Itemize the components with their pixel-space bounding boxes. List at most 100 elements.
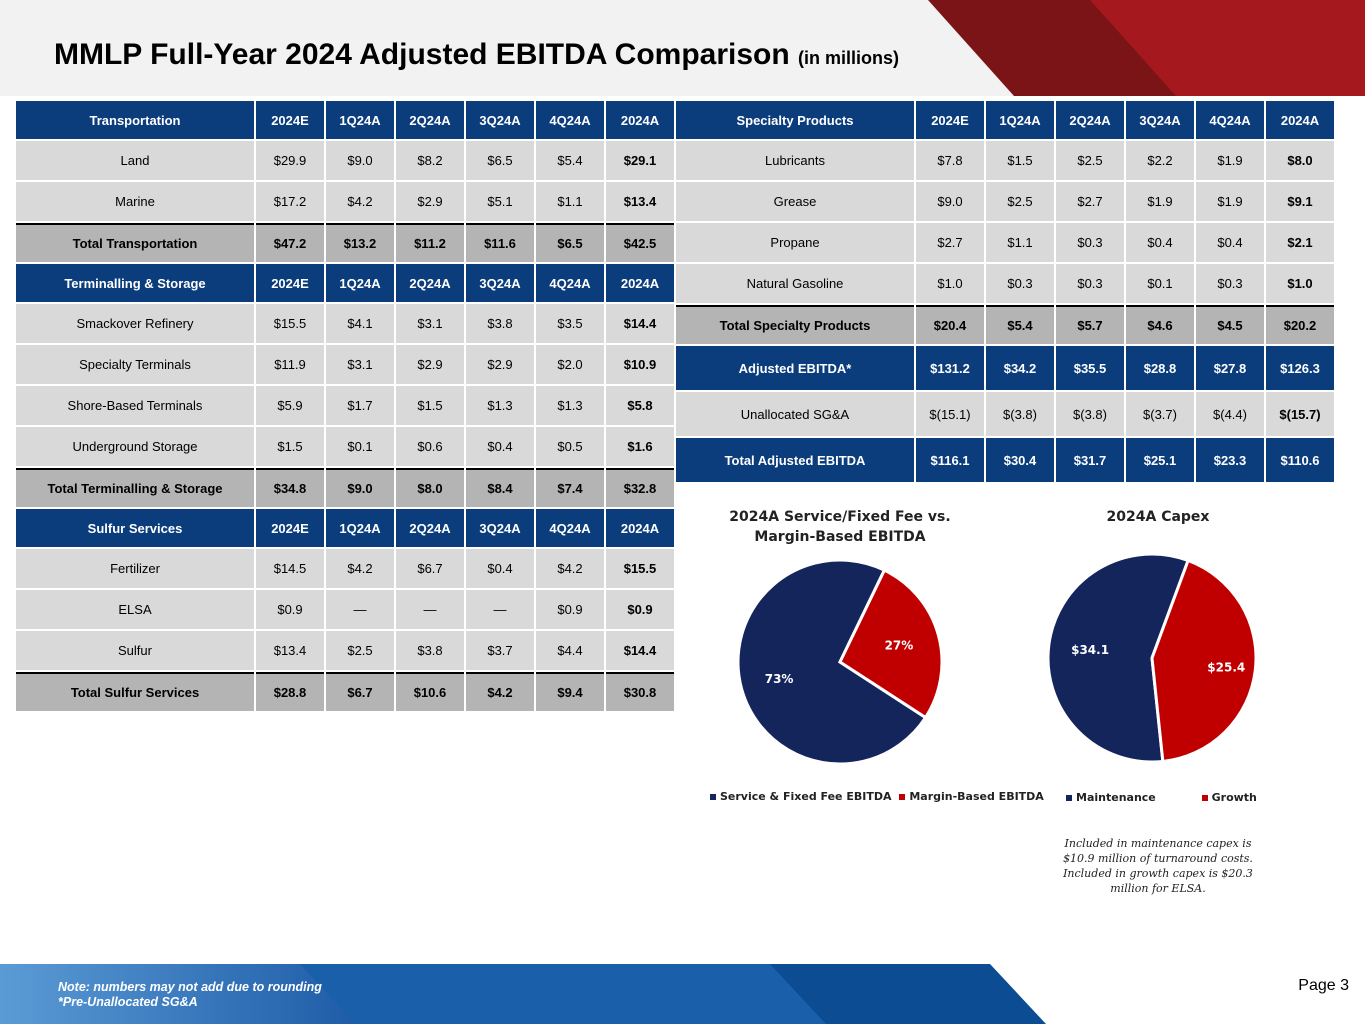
- cell-value: $0.9: [606, 590, 674, 629]
- cell-value: $8.2: [396, 141, 464, 180]
- cell-value: $1.5: [396, 386, 464, 425]
- pie-data-label: 27%: [885, 639, 914, 653]
- column-header: 2024A: [606, 264, 674, 302]
- cell-value: $13.4: [256, 631, 324, 670]
- cell-value: $3.1: [396, 304, 464, 343]
- cell-value: $126.3: [1266, 346, 1334, 390]
- unallocated-sga-row: Unallocated SG&A $(15.1) $(3.8) $(3.8) $(3.7…: [676, 392, 1334, 436]
- legend-swatch-icon: [710, 794, 716, 800]
- ebitda-mix-legend: Service & Fixed Fee EBITDA Margin-Based …: [710, 790, 1044, 803]
- section-header: Sulfur Services: [16, 509, 254, 547]
- cell-value: $14.4: [606, 304, 674, 343]
- cell-value: $6.7: [396, 549, 464, 588]
- cell-value: $3.5: [536, 304, 604, 343]
- page-title: MMLP Full-Year 2024 Adjusted EBITDA Comp…: [54, 38, 899, 72]
- total-adjusted-ebitda-row: Total Adjusted EBITDA $116.1 $30.4 $31.7 $25…: [676, 438, 1334, 482]
- cell-value: $4.2: [536, 549, 604, 588]
- cell-value: $(3.8): [986, 392, 1054, 436]
- footer-notes: Note: numbers may not add due to roundin…: [58, 980, 322, 1010]
- cell-value: $47.2: [256, 223, 324, 262]
- header-row: Terminalling & Storage 2024E 1Q24A 2Q24A 3Q2…: [16, 264, 674, 302]
- cell-value: $0.4: [466, 427, 534, 466]
- footer-sga-note: *Pre-Unallocated SG&A: [58, 995, 198, 1009]
- cell-value: $7.8: [916, 141, 984, 180]
- page-title-units: (in millions): [798, 48, 900, 68]
- cell-value: $28.8: [1126, 346, 1194, 390]
- column-header: 1Q24A: [326, 509, 394, 547]
- cell-value: $20.4: [916, 305, 984, 344]
- cell-value: $(3.7): [1126, 392, 1194, 436]
- pie-data-label: $25.4: [1207, 660, 1245, 674]
- column-header: 4Q24A: [536, 264, 604, 302]
- cell-value: $3.8: [466, 304, 534, 343]
- cell-value: $(15.1): [916, 392, 984, 436]
- cell-value: $0.9: [256, 590, 324, 629]
- cell-value: $116.1: [916, 438, 984, 482]
- cell-value: $29.9: [256, 141, 324, 180]
- cell-value: $(15.7): [1266, 392, 1334, 436]
- section-header: Specialty Products: [676, 101, 914, 139]
- column-header: 2024A: [606, 509, 674, 547]
- cell-value: $13.4: [606, 182, 674, 221]
- cell-value: $0.9: [536, 590, 604, 629]
- cell-value: $1.9: [1126, 182, 1194, 221]
- header-row: Transportation 2024E 1Q24A 2Q24A 3Q24A 4Q24A 2…: [16, 101, 674, 139]
- column-header: 3Q24A: [1126, 101, 1194, 139]
- cell-value: $0.3: [1196, 264, 1264, 303]
- row-label: Specialty Terminals: [16, 345, 254, 384]
- column-header: 3Q24A: [466, 264, 534, 302]
- column-header: 3Q24A: [466, 509, 534, 547]
- column-header: 2024E: [256, 101, 324, 139]
- cell-value: $0.1: [1126, 264, 1194, 303]
- row-label: Lubricants: [676, 141, 914, 180]
- cell-value: $14.5: [256, 549, 324, 588]
- cell-value: $(4.4): [1196, 392, 1264, 436]
- legend-growth: Growth: [1201, 791, 1257, 804]
- table-row: Land $29.9 $9.0 $8.2 $6.5 $5.4 $29.1: [16, 141, 674, 180]
- total-row: Total Transportation $47.2 $13.2 $11.2 $11.6…: [16, 223, 674, 262]
- cell-value: $10.9: [606, 345, 674, 384]
- column-header: 2Q24A: [1056, 101, 1124, 139]
- capex-chart-title: 2024A Capex: [1106, 509, 1210, 525]
- cell-value: $110.6: [1266, 438, 1334, 482]
- cell-value: $0.4: [1126, 223, 1194, 262]
- cell-value: $27.8: [1196, 346, 1264, 390]
- cell-value: $0.4: [1196, 223, 1264, 262]
- cell-value: $2.5: [326, 631, 394, 670]
- cell-value: $9.0: [326, 468, 394, 507]
- page-title-text: MMLP Full-Year 2024 Adjusted EBITDA Comp…: [54, 38, 790, 71]
- row-label: Unallocated SG&A: [676, 392, 914, 436]
- column-header: 1Q24A: [326, 101, 394, 139]
- cell-value: $2.9: [466, 345, 534, 384]
- legend-swatch-icon: [899, 794, 906, 800]
- row-label: Smackover Refinery: [16, 304, 254, 343]
- column-header: 2024E: [916, 101, 984, 139]
- cell-value: $9.0: [326, 141, 394, 180]
- capex-note: Included in maintenance capex is $10.9 m…: [1063, 837, 1253, 895]
- cell-value: $2.5: [986, 182, 1054, 221]
- cell-value: $2.7: [916, 223, 984, 262]
- column-header: 4Q24A: [536, 509, 604, 547]
- cell-value: $(3.8): [1056, 392, 1124, 436]
- row-label: Shore-Based Terminals: [16, 386, 254, 425]
- legend-growth-label: Growth: [1211, 791, 1257, 804]
- pie-slice-service-fixed-fee-ebitda: [736, 558, 928, 766]
- cell-value: $9.1: [1266, 182, 1334, 221]
- column-header: 2024E: [256, 264, 324, 302]
- column-header: 2Q24A: [396, 264, 464, 302]
- table-row: Sulfur $13.4 $2.5 $3.8 $3.7 $4.4 $14.4: [16, 631, 674, 670]
- header-decoration: [928, 0, 1365, 96]
- cell-value: —: [396, 590, 464, 629]
- row-label: Sulfur: [16, 631, 254, 670]
- section-header: Transportation: [16, 101, 254, 139]
- right-ebitda-table: Specialty Products 2024E 1Q24A 2Q24A 3Q24A 4Q…: [674, 99, 1336, 484]
- cell-value: $0.5: [536, 427, 604, 466]
- cell-value: $9.0: [916, 182, 984, 221]
- cell-value: $30.4: [986, 438, 1054, 482]
- cell-value: $1.3: [466, 386, 534, 425]
- cell-value: $17.2: [256, 182, 324, 221]
- legend-service-fixed-fee: Service & Fixed Fee EBITDA: [710, 790, 891, 803]
- cell-value: $2.5: [1056, 141, 1124, 180]
- row-label: Grease: [676, 182, 914, 221]
- cell-value: $6.5: [536, 223, 604, 262]
